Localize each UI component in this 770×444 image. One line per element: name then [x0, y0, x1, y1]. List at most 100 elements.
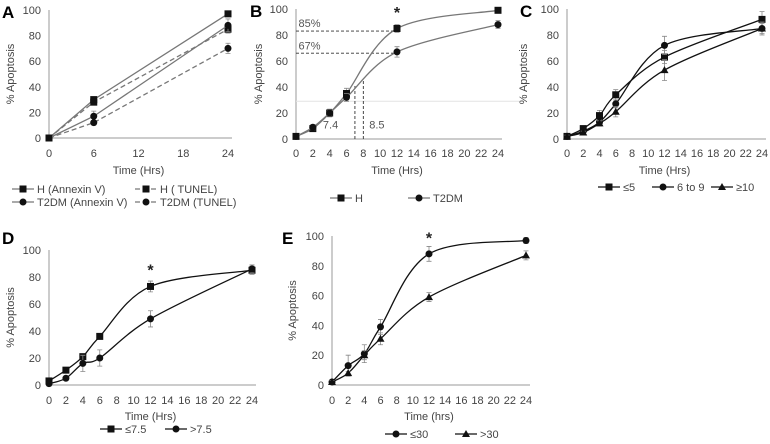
data-point [661, 53, 668, 61]
x-tick-label: 6 [91, 148, 97, 160]
x-tick-label: 10 [407, 395, 419, 407]
series-1 [45, 264, 256, 388]
legend-label: T2DM (Annexin V) [37, 197, 127, 209]
annotation: 67% [299, 40, 321, 52]
data-point [612, 100, 620, 108]
data-point [224, 44, 232, 52]
data-point [661, 41, 668, 49]
x-tick-label: 12 [658, 148, 670, 160]
y-tick-label: 80 [29, 272, 41, 284]
y-axis-title: % Apoptosis [253, 43, 265, 104]
significance-asterisk: * [394, 5, 401, 22]
series-1 [292, 20, 502, 140]
data-point [660, 66, 669, 74]
legend-marker [605, 183, 613, 191]
y-tick-label: 100 [541, 4, 559, 16]
legend-label: T2DM [433, 193, 463, 205]
data-point [522, 236, 530, 244]
legend-label: ≤7.5 [125, 424, 146, 436]
data-point [248, 265, 256, 273]
y-tick-label: 20 [547, 108, 559, 120]
x-tick-label: 14 [408, 148, 420, 160]
x-tick-label: 10 [374, 148, 386, 160]
y-tick-label: 60 [29, 299, 41, 311]
x-tick-label: 16 [455, 395, 467, 407]
y-tick-label: 20 [29, 353, 41, 365]
x-tick-label: 22 [229, 395, 241, 407]
y-tick-label: 40 [312, 320, 324, 332]
data-point [360, 351, 369, 359]
x-tick-label: 22 [504, 395, 516, 407]
x-tick-label: 20 [723, 148, 735, 160]
x-tick-label: 18 [707, 148, 719, 160]
x-tick-label: 2 [63, 395, 69, 407]
data-point [45, 380, 53, 388]
y-axis-title: % Apoptosis [5, 287, 17, 348]
annotation: 8.5 [369, 120, 384, 132]
data-point [96, 332, 104, 340]
y-tick-label: 0 [553, 134, 559, 146]
data-point [344, 362, 352, 370]
y-tick-label: 100 [23, 5, 41, 17]
y-axis-title: % Apoptosis [287, 280, 299, 341]
data-point [425, 250, 433, 258]
data-point [494, 6, 502, 14]
legend-marker [337, 194, 345, 202]
x-tick-label: 0 [46, 148, 52, 160]
series-3 [45, 42, 232, 142]
data-point [224, 10, 232, 18]
y-tick-label: 0 [35, 380, 41, 392]
data-point [522, 251, 530, 259]
x-tick-label: 18 [471, 395, 483, 407]
legend-label: ≤30 [410, 429, 428, 441]
series-2 [45, 18, 232, 142]
x-tick-label: 6 [613, 148, 619, 160]
legend-label: >7.5 [190, 424, 212, 436]
y-tick-label: 20 [312, 350, 324, 362]
x-tick-label: 16 [425, 148, 437, 160]
series-line [331, 254, 527, 383]
legend-marker [462, 430, 470, 437]
data-point [90, 119, 98, 127]
y-tick-label: 100 [23, 245, 41, 257]
y-tick-label: 20 [276, 108, 288, 120]
data-point [309, 123, 317, 131]
y-tick-label: 20 [29, 107, 41, 119]
legend-marker [172, 425, 180, 433]
data-point [96, 354, 104, 362]
data-point [596, 112, 603, 120]
legend-marker [19, 185, 27, 193]
legend-marker [392, 430, 400, 438]
x-tick-label: 24 [246, 395, 258, 407]
legend-label: H (Annexin V) [37, 184, 105, 196]
significance-asterisk: * [426, 230, 433, 247]
x-tick-label: 12 [132, 148, 144, 160]
x-tick-label: 16 [691, 148, 703, 160]
x-tick-label: 24 [492, 148, 504, 160]
x-axis-title: Time (hrs) [404, 411, 454, 423]
y-tick-label: 80 [547, 30, 559, 42]
y-tick-label: 60 [312, 291, 324, 303]
data-point [344, 369, 353, 377]
y-axis-title: % Apoptosis [5, 43, 17, 104]
x-tick-label: 8 [629, 148, 635, 160]
x-tick-label: 22 [740, 148, 752, 160]
panel-label: B [250, 2, 262, 21]
y-tick-label: 60 [276, 56, 288, 68]
data-point [758, 24, 766, 32]
data-point [328, 378, 336, 386]
data-point [393, 25, 401, 32]
data-point [90, 112, 98, 120]
x-axis-title: Time (Hrs) [371, 165, 423, 177]
y-tick-label: 80 [312, 261, 324, 273]
data-point [326, 109, 334, 117]
series-2 [563, 22, 766, 140]
legend-label: T2DM (TUNEL) [160, 197, 236, 209]
y-tick-label: 60 [29, 56, 41, 68]
y-tick-label: 60 [547, 56, 559, 68]
x-tick-label: 12 [423, 395, 435, 407]
x-tick-label: 6 [377, 395, 383, 407]
